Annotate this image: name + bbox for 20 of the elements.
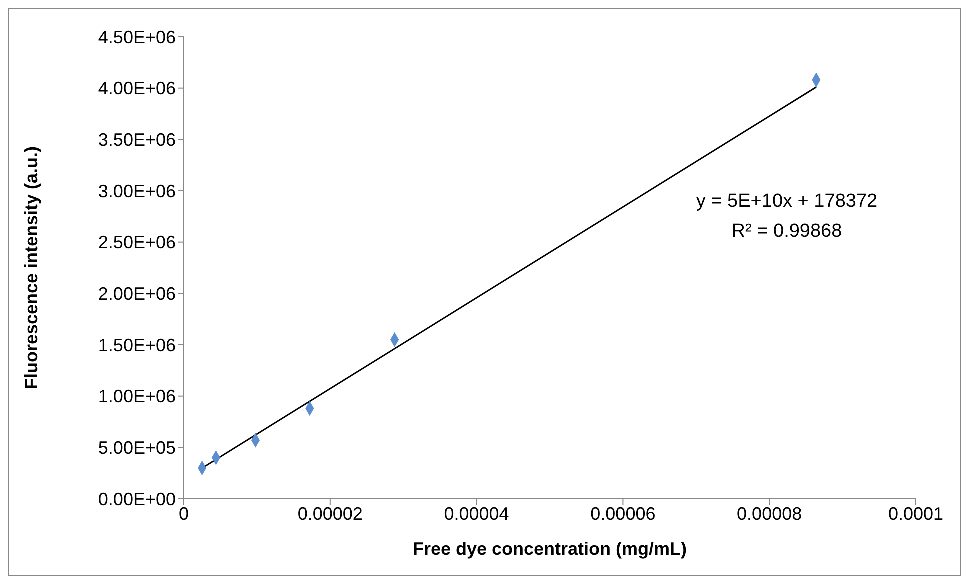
x-tick-label: 0.00004 — [444, 504, 510, 524]
y-tick-label: 4.00E+06 — [98, 78, 176, 99]
y-tick-label: 0.00E+00 — [98, 489, 176, 510]
annotation: R² = 0.99868 — [730, 220, 844, 244]
y-tick-label: 1.50E+06 — [98, 335, 176, 356]
y-axis-title: Fluorescence intensity (a.u.) — [21, 146, 42, 390]
y-tick-label: 4.50E+06 — [98, 27, 176, 48]
y-tick-label: 1.00E+06 — [98, 386, 176, 407]
y-tick-label: 3.50E+06 — [98, 130, 176, 150]
y-tick-label: 2.00E+06 — [98, 284, 176, 304]
y-tick-label: 2.50E+06 — [98, 232, 176, 253]
x-tick-label: 0.00006 — [590, 504, 656, 524]
annotation: y = 5E+10x + 178372 — [695, 190, 879, 214]
x-tick-label: 0.0001 — [888, 504, 944, 524]
y-tick-label: 3.00E+06 — [98, 181, 176, 202]
x-axis-title: Free dye concentration (mg/mL) — [412, 539, 688, 559]
x-tick-label: 0.00008 — [737, 504, 802, 524]
x-tick-label: 0 — [178, 504, 190, 524]
y-tick-label: 5.00E+05 — [98, 438, 176, 458]
x-tick-label: 0.00002 — [298, 504, 363, 524]
